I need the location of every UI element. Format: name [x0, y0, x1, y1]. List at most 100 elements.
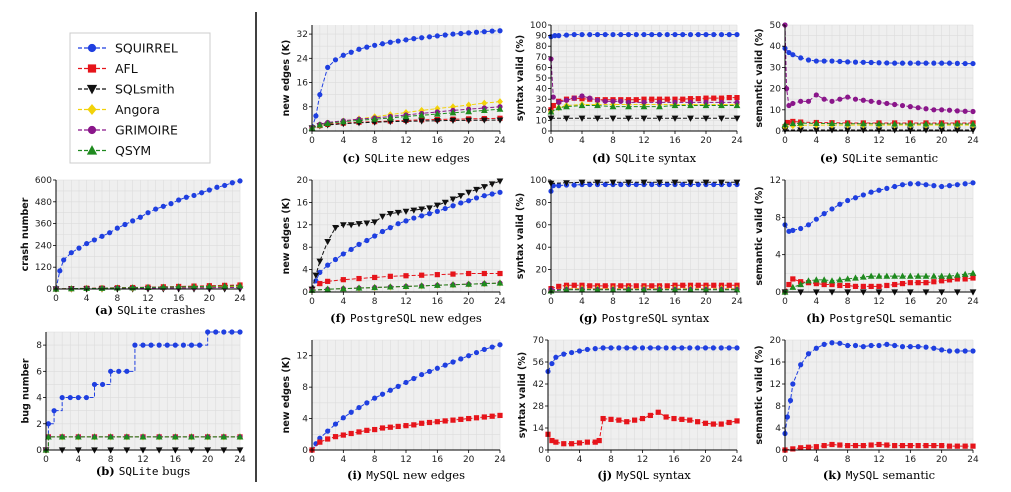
data-point	[664, 96, 670, 102]
data-point	[91, 433, 98, 440]
data-point	[145, 210, 151, 216]
y-tick-label: 0	[541, 288, 547, 298]
data-point	[403, 423, 409, 429]
data-point	[633, 97, 639, 103]
x-tick-label: 12	[873, 136, 884, 146]
data-point	[116, 368, 122, 374]
x-tick-label: 24	[731, 136, 743, 146]
data-point	[356, 404, 362, 411]
data-point	[332, 256, 339, 263]
data-point	[61, 257, 67, 263]
series-qsym	[547, 101, 741, 115]
data-point	[837, 282, 843, 289]
data-point	[450, 359, 456, 365]
data-point	[340, 432, 346, 438]
y-tick-label: 14	[533, 424, 545, 434]
data-point	[155, 433, 163, 440]
caption-db-name: SQLite	[842, 152, 882, 165]
data-point	[213, 329, 219, 335]
data-point	[829, 58, 835, 64]
data-point	[695, 31, 701, 38]
data-point	[962, 60, 968, 67]
legend-label: Angora	[115, 102, 160, 117]
chart-d: 0 4 8 12 16 20 240102030405060708090100syntax …	[515, 21, 743, 165]
data-point	[868, 442, 874, 448]
x-tick-label: 16	[173, 294, 185, 304]
data-point	[798, 55, 804, 61]
data-point	[108, 368, 114, 374]
data-point	[450, 271, 456, 277]
data-point	[371, 283, 379, 291]
data-point	[563, 97, 570, 103]
data-point	[868, 189, 874, 195]
data-point	[549, 360, 555, 367]
data-point	[67, 285, 75, 292]
x-tick-label: 8	[108, 455, 114, 465]
data-point	[602, 181, 608, 188]
y-axis-label: semantic valid (%)	[754, 345, 765, 444]
data-point	[656, 179, 663, 186]
data-point	[317, 439, 323, 445]
x-tick-label: 8	[610, 136, 616, 146]
legend-marker	[86, 145, 98, 155]
data-point	[915, 105, 921, 111]
data-point	[726, 95, 732, 101]
data-point	[829, 441, 835, 448]
data-point	[939, 347, 945, 353]
data-point	[679, 416, 685, 422]
x-tick-label: 12	[142, 294, 153, 304]
data-point	[618, 283, 624, 289]
data-point	[553, 439, 559, 445]
caption-text: semantic	[879, 468, 935, 482]
series-squirrel	[782, 340, 976, 437]
data-point	[442, 205, 448, 212]
data-point	[340, 251, 346, 257]
data-point	[496, 279, 504, 286]
data-point	[67, 394, 73, 401]
legend-entry-grimoire: GRIMOIRE	[78, 123, 178, 138]
data-point	[883, 272, 891, 279]
data-point	[868, 98, 874, 104]
caption-db-name: PostgreSQL	[350, 312, 417, 325]
x-tick-label: 20	[936, 136, 948, 146]
data-point	[426, 205, 433, 212]
y-tick-label: 16	[297, 198, 309, 208]
data-point	[664, 283, 670, 289]
data-point	[124, 368, 130, 374]
y-tick-label: 4	[36, 394, 42, 404]
data-point	[663, 414, 669, 420]
y-tick-label: 0	[302, 127, 308, 137]
data-point	[594, 179, 601, 186]
data-point	[68, 250, 74, 256]
data-point	[371, 219, 379, 226]
data-point	[411, 36, 417, 42]
data-point	[394, 209, 402, 217]
x-tick-label: 0	[309, 136, 315, 146]
data-point	[356, 275, 362, 282]
data-point	[726, 345, 732, 351]
data-point	[402, 208, 410, 215]
caption-label: (c)	[342, 151, 364, 165]
data-point	[875, 272, 883, 279]
data-point	[711, 181, 717, 188]
data-point	[313, 113, 319, 119]
data-point	[797, 280, 805, 288]
caption-db-name: SQLite	[119, 465, 159, 478]
data-point	[403, 218, 409, 224]
data-point	[433, 110, 441, 117]
data-point	[786, 102, 792, 109]
data-point	[845, 342, 851, 349]
data-point	[76, 245, 82, 251]
x-tick-label: 12	[400, 455, 411, 465]
data-point	[372, 426, 378, 433]
data-point	[340, 415, 346, 421]
data-point	[465, 108, 473, 115]
data-point	[364, 237, 370, 244]
data-point	[702, 115, 710, 122]
data-point	[718, 115, 725, 122]
x-tick-label: 12	[137, 455, 148, 465]
x-tick-label: 20	[463, 455, 475, 465]
y-tick-label: 8	[302, 103, 308, 113]
data-point	[923, 344, 929, 350]
data-point	[892, 60, 898, 66]
